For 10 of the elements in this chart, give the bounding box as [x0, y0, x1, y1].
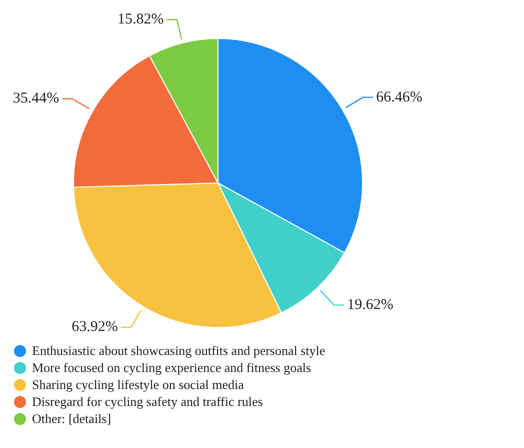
data-label: 15.82% — [118, 12, 164, 28]
legend-label: Sharing cycling lifestyle on social media — [32, 376, 244, 393]
data-label: 35.44% — [12, 90, 60, 107]
legend-label: Enthusiastic about showcasing outfits and personal style — [32, 342, 326, 359]
data-label: 19.62% — [347, 297, 394, 314]
legend-label: Other: [details] — [32, 410, 112, 427]
legend-label: Disregard for cycling safety and traffic rules — [32, 393, 263, 410]
legend-label: More focused on cycling experience and fitness goals — [32, 359, 312, 376]
data-label: 63.92% — [72, 319, 118, 336]
data-label: 66.46% — [376, 89, 422, 106]
